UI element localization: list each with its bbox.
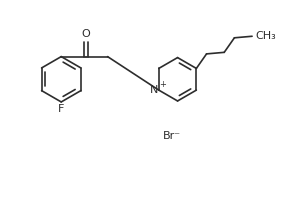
Text: +: +	[159, 80, 166, 89]
Text: CH₃: CH₃	[255, 31, 276, 41]
Text: Br⁻: Br⁻	[163, 131, 181, 141]
Text: N: N	[150, 85, 158, 95]
Text: O: O	[81, 29, 90, 39]
Text: F: F	[58, 104, 64, 114]
